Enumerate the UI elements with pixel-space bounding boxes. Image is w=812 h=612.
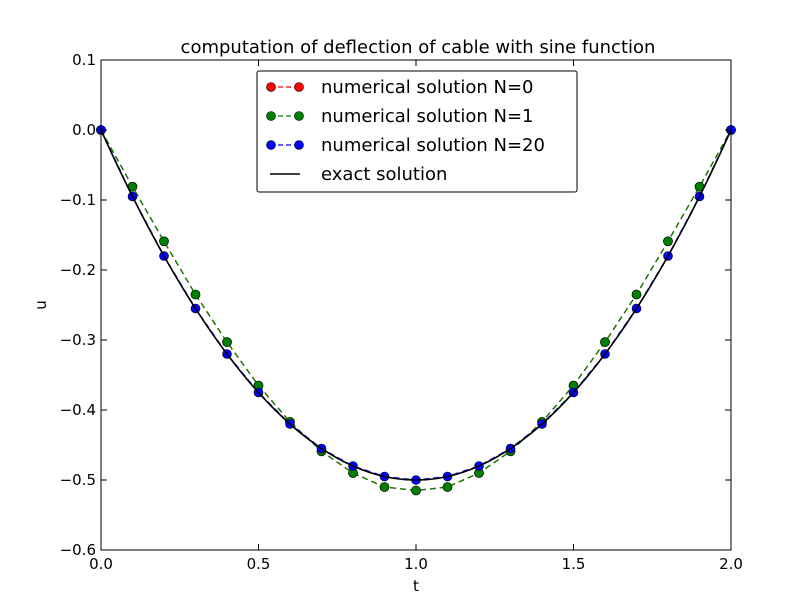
series-line bbox=[100, 129, 732, 492]
legend-item: numerical solution N=20 bbox=[266, 135, 545, 156]
data-point bbox=[222, 337, 232, 347]
x-tick-label: 1.0 bbox=[404, 555, 428, 573]
series-3 bbox=[100, 129, 732, 481]
legend-frame bbox=[256, 70, 578, 193]
data-point bbox=[159, 236, 169, 247]
series-layer bbox=[96, 125, 736, 496]
legend-marker bbox=[266, 140, 276, 150]
x-axis-label: t bbox=[413, 577, 419, 595]
y-tick-label: −0.1 bbox=[60, 191, 96, 209]
exact-solution-line bbox=[100, 129, 732, 481]
data-point bbox=[379, 482, 390, 492]
legend-item: numerical solution N=1 bbox=[266, 106, 533, 127]
y-tick-label: −0.2 bbox=[60, 261, 96, 279]
x-tick-label: 0.0 bbox=[89, 555, 113, 573]
y-tick-label: −0.4 bbox=[60, 401, 96, 419]
y-tick-label: −0.6 bbox=[60, 541, 96, 559]
data-point bbox=[600, 337, 610, 347]
data-point bbox=[411, 485, 421, 496]
y-tick-label: −0.3 bbox=[60, 331, 96, 349]
y-tick-label: 0.0 bbox=[72, 121, 96, 139]
chart-title: computation of deflection of cable with … bbox=[181, 37, 656, 58]
legend-marker bbox=[294, 82, 304, 92]
y-tick-label: 0.1 bbox=[72, 51, 96, 69]
legend-label: numerical solution N=1 bbox=[321, 106, 533, 127]
y-axis-label: u bbox=[32, 300, 50, 310]
legend-label: numerical solution N=0 bbox=[321, 77, 533, 98]
legend-item: exact solution bbox=[270, 164, 447, 185]
x-tick-label: 0.5 bbox=[247, 555, 271, 573]
legend-label: exact solution bbox=[321, 164, 447, 185]
data-point bbox=[442, 482, 453, 492]
legend-item: numerical solution N=0 bbox=[266, 77, 533, 98]
y-tick-label: −0.5 bbox=[60, 471, 96, 489]
x-tick-label: 2.0 bbox=[719, 555, 743, 573]
x-axis: 0.0 0.5 1.0 1.5 2.0 bbox=[89, 60, 743, 573]
y-axis: 0.1 0.0 −0.1 −0.2 −0.3 −0.4 −0.5 −0.6 bbox=[60, 51, 731, 559]
legend-marker bbox=[294, 140, 304, 150]
data-point bbox=[190, 289, 201, 300]
legend: numerical solution N=0 numerical solution… bbox=[256, 70, 578, 193]
data-point bbox=[663, 236, 673, 247]
legend-marker bbox=[266, 111, 276, 121]
legend-marker bbox=[266, 82, 276, 92]
legend-marker bbox=[294, 111, 304, 121]
data-point bbox=[631, 289, 642, 300]
x-tick-label: 1.5 bbox=[562, 555, 586, 573]
legend-label: numerical solution N=20 bbox=[321, 135, 545, 156]
